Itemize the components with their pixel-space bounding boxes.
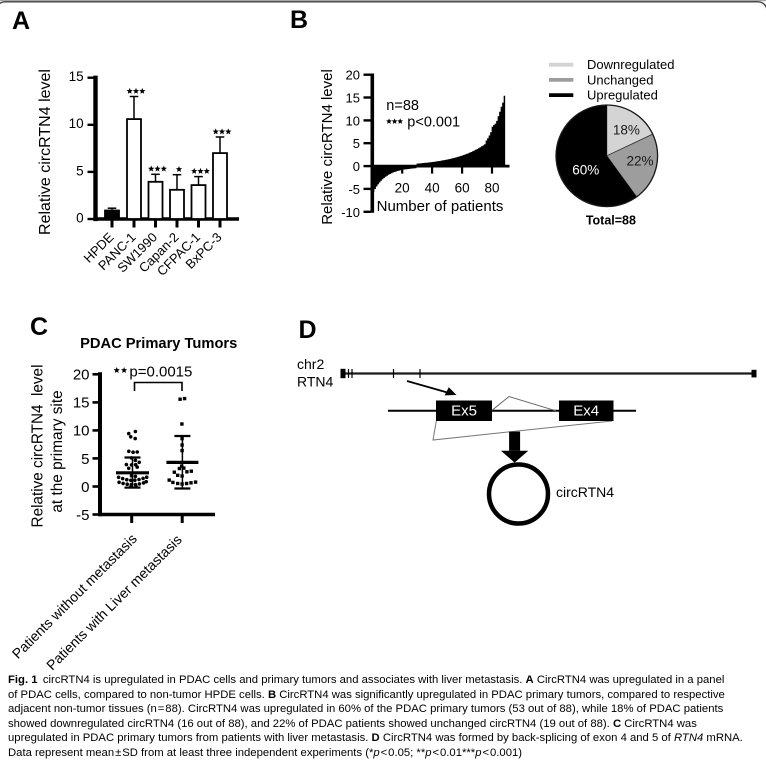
svg-text:circRTN4: circRTN4	[556, 484, 614, 500]
svg-text:5: 5	[81, 451, 89, 468]
svg-text:10: 10	[73, 423, 90, 440]
svg-text:PDAC Primary Tumors: PDAC Primary Tumors	[80, 336, 237, 352]
svg-text:Upregulated: Upregulated	[587, 88, 658, 103]
svg-text:15: 15	[346, 91, 360, 106]
svg-text:chr2: chr2	[297, 356, 324, 372]
svg-text:Ex5: Ex5	[451, 403, 477, 420]
svg-text:20: 20	[395, 180, 410, 195]
svg-text:A: A	[12, 7, 30, 35]
svg-text:Ex4: Ex4	[573, 403, 599, 420]
svg-text:D: D	[299, 316, 317, 344]
svg-text:18%: 18%	[613, 123, 640, 138]
svg-text:Unchanged: Unchanged	[587, 72, 654, 87]
svg-text:Relative circRTN4 level: Relative circRTN4 level	[319, 69, 336, 225]
svg-text:60%: 60%	[572, 163, 599, 178]
svg-text:Total=88: Total=88	[586, 214, 636, 228]
svg-text:20: 20	[73, 367, 90, 384]
svg-text:C: C	[30, 313, 48, 341]
svg-text:Number of patients: Number of patients	[377, 198, 504, 215]
svg-text:5: 5	[76, 163, 84, 178]
svg-text:0: 0	[81, 479, 89, 496]
svg-text:Relative circRTN4 level: Relative circRTN4 level	[30, 365, 47, 528]
svg-text:-5: -5	[76, 507, 89, 524]
svg-text:B: B	[290, 6, 308, 34]
svg-text:22%: 22%	[627, 154, 654, 169]
svg-text:p<0.001: p<0.001	[407, 114, 460, 130]
svg-text:n=88: n=88	[386, 98, 419, 114]
svg-text:0: 0	[353, 159, 360, 174]
svg-text:p=0.0015: p=0.0015	[129, 363, 192, 380]
svg-text:at the primary site: at the primary site	[49, 390, 66, 512]
svg-text:15: 15	[73, 395, 90, 412]
svg-text:RTN4: RTN4	[297, 373, 334, 389]
svg-text:Downregulated: Downregulated	[587, 57, 674, 72]
svg-text:80: 80	[484, 180, 499, 195]
svg-text:40: 40	[425, 180, 440, 195]
svg-text:-10: -10	[341, 205, 360, 220]
svg-text:0: 0	[76, 210, 84, 225]
svg-text:60: 60	[455, 180, 470, 195]
svg-text:Relative circRTN4 level: Relative circRTN4 level	[37, 69, 54, 235]
svg-text:20: 20	[346, 68, 360, 83]
svg-text:-5: -5	[348, 182, 360, 197]
svg-text:5: 5	[353, 136, 360, 151]
svg-text:10: 10	[346, 113, 360, 128]
svg-text:15: 15	[69, 69, 84, 84]
svg-text:10: 10	[69, 116, 84, 131]
